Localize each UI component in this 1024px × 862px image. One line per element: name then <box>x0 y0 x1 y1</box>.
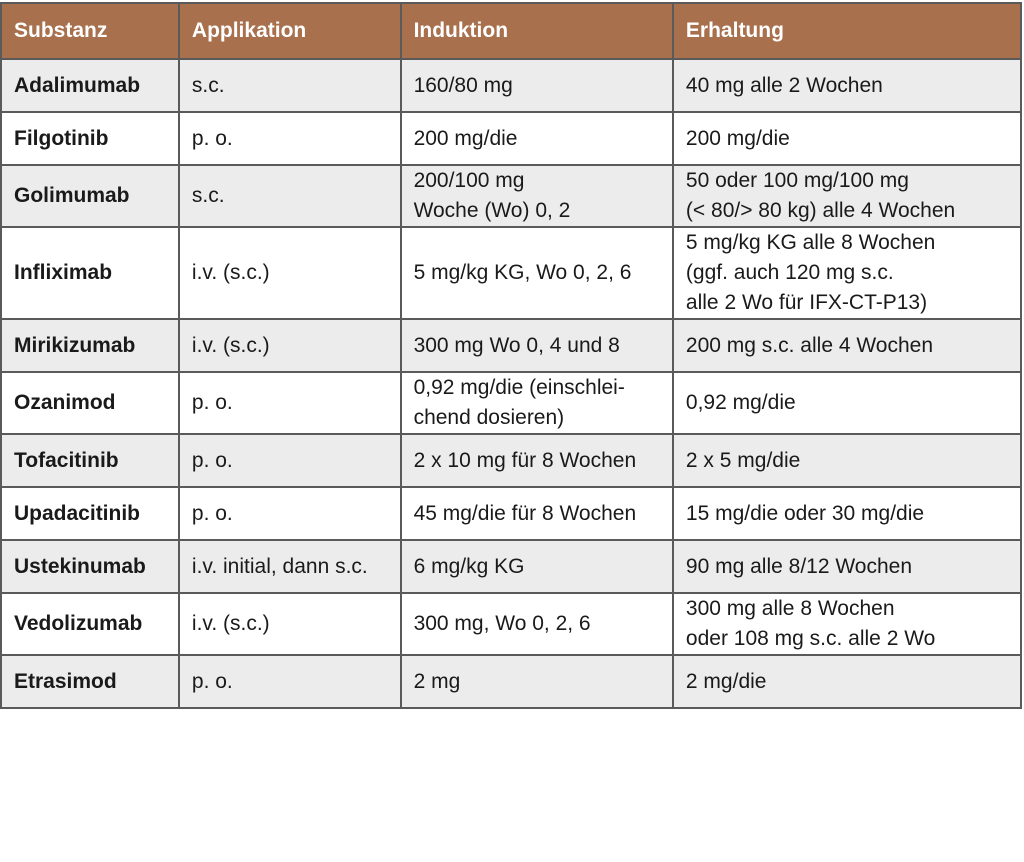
cell-substanz: Adalimumab <box>0 58 180 113</box>
erhaltung-line: 0,92 mg/die <box>685 391 796 414</box>
cell-erhaltung: 0,92 mg/die <box>671 371 1023 435</box>
cell-induktion: 200 mg/die <box>399 111 674 166</box>
cell-applikation: i.v. (s.c.) <box>177 592 402 656</box>
cell-induktion: 0,92 mg/die (einschlei-chend dosieren) <box>399 371 674 435</box>
cell-substanz: Etrasimod <box>0 654 180 709</box>
cell-applikation: p. o. <box>177 486 402 541</box>
header-induktion: Induktion <box>399 2 674 60</box>
table-row: Infliximab i.v. (s.c.) 5 mg/kg KG, Wo 0, 2… <box>0 226 1023 320</box>
erhaltung-line: 2 mg/die <box>685 669 767 693</box>
cell-erhaltung: 15 mg/die oder 30 mg/die <box>671 486 1023 541</box>
cell-applikation: i.v. (s.c.) <box>177 226 402 320</box>
induktion-line: 5 mg/kg KG, Wo 0, 2, 6 <box>413 261 632 284</box>
cell-erhaltung: 200 mg s.c. alle 4 Wochen <box>671 318 1023 373</box>
cell-substanz: Filgotinib <box>0 111 180 166</box>
cell-erhaltung: 40 mg alle 2 Wochen <box>671 58 1023 113</box>
table-row: Ustekinumab i.v. initial, dann s.c. 6 mg/k… <box>0 539 1023 594</box>
cell-induktion: 160/80 mg <box>399 58 674 113</box>
cell-substanz: Ozanimod <box>0 371 180 435</box>
erhaltung-line: 15 mg/die oder 30 mg/die <box>685 501 925 525</box>
header-applikation: Applikation <box>177 2 402 60</box>
erhaltung-line: oder 108 mg s.c. alle 2 Wo <box>685 627 936 650</box>
induktion-line: 300 mg, Wo 0, 2, 6 <box>413 612 591 635</box>
induktion-line: 6 mg/kg KG <box>413 554 525 578</box>
cell-erhaltung: 90 mg alle 8/12 Wochen <box>671 539 1023 594</box>
cell-substanz: Infliximab <box>0 226 180 320</box>
cell-induktion: 300 mg Wo 0, 4 und 8 <box>399 318 674 373</box>
cell-erhaltung: 5 mg/kg KG alle 8 Wochen (ggf. auch 120 m… <box>671 226 1023 320</box>
cell-applikation: p. o. <box>177 433 402 488</box>
induktion-line: 0,92 mg/die (einschlei- <box>413 376 625 399</box>
cell-substanz: Vedolizumab <box>0 592 180 656</box>
cell-induktion: 200/100 mg Woche (Wo) 0, 2 <box>399 164 674 228</box>
table-row: Upadacitinib p. o. 45 mg/die für 8 Wochen 1… <box>0 486 1023 541</box>
erhaltung-line: 90 mg alle 8/12 Wochen <box>685 554 913 578</box>
dosage-table: Substanz Applikation Induktion Erhaltung… <box>0 2 1023 709</box>
cell-induktion: 2 mg <box>399 654 674 709</box>
cell-induktion: 45 mg/die für 8 Wochen <box>399 486 674 541</box>
erhaltung-line: 200 mg s.c. alle 4 Wochen <box>685 333 933 357</box>
erhaltung-line: 200 mg/die <box>685 126 790 150</box>
cell-erhaltung: 200 mg/die <box>671 111 1023 166</box>
cell-induktion: 5 mg/kg KG, Wo 0, 2, 6 <box>399 226 674 320</box>
erhaltung-line: 50 oder 100 mg/100 mg <box>685 169 909 192</box>
header-substanz: Substanz <box>0 2 180 60</box>
header-erhaltung: Erhaltung <box>671 2 1023 60</box>
table-row: Vedolizumab i.v. (s.c.) 300 mg, Wo 0, 2, 6… <box>0 592 1023 656</box>
induktion-line: 45 mg/die für 8 Wochen <box>413 501 637 525</box>
cell-erhaltung: 50 oder 100 mg/100 mg (< 80/> 80 kg) alle… <box>671 164 1023 228</box>
erhaltung-line: 2 x 5 mg/die <box>685 448 801 472</box>
table-row: Golimumab s.c. 200/100 mg Woche (Wo) 0, 2 50… <box>0 164 1023 228</box>
cell-applikation: p. o. <box>177 371 402 435</box>
cell-applikation: s.c. <box>177 58 402 113</box>
table-row: Tofacitinib p. o. 2 x 10 mg für 8 Wochen 2 … <box>0 433 1023 488</box>
cell-induktion: 300 mg, Wo 0, 2, 6 <box>399 592 674 656</box>
table-row: Ozanimod p. o. 0,92 mg/die (einschlei-chen… <box>0 371 1023 435</box>
erhaltung-line: 40 mg alle 2 Wochen <box>685 73 883 97</box>
cell-applikation: p. o. <box>177 654 402 709</box>
cell-erhaltung: 2 x 5 mg/die <box>671 433 1023 488</box>
induktion-line: 2 mg <box>413 669 461 693</box>
cell-applikation: i.v. (s.c.) <box>177 318 402 373</box>
induktion-line: chend dosieren) <box>413 406 565 429</box>
cell-substanz: Tofacitinib <box>0 433 180 488</box>
cell-substanz: Mirikizumab <box>0 318 180 373</box>
erhaltung-line: alle 2 Wo für IFX-CT-P13) <box>685 291 928 314</box>
cell-induktion: 6 mg/kg KG <box>399 539 674 594</box>
cell-substanz: Golimumab <box>0 164 180 228</box>
cell-substanz: Ustekinumab <box>0 539 180 594</box>
cell-erhaltung: 300 mg alle 8 Wochen oder 108 mg s.c. all… <box>671 592 1023 656</box>
erhaltung-line: 5 mg/kg KG alle 8 Wochen <box>685 231 936 254</box>
induktion-line: 2 x 10 mg für 8 Wochen <box>413 448 637 472</box>
cell-substanz: Upadacitinib <box>0 486 180 541</box>
cell-erhaltung: 2 mg/die <box>671 654 1023 709</box>
cell-induktion: 2 x 10 mg für 8 Wochen <box>399 433 674 488</box>
induktion-line: Woche (Wo) 0, 2 <box>413 199 571 222</box>
induktion-line: 200/100 mg <box>413 169 525 192</box>
cell-applikation: s.c. <box>177 164 402 228</box>
induktion-line: 160/80 mg <box>413 73 513 97</box>
header-row: Substanz Applikation Induktion Erhaltung <box>0 2 1023 60</box>
cell-applikation: p. o. <box>177 111 402 166</box>
table-row: Mirikizumab i.v. (s.c.) 300 mg Wo 0, 4 und… <box>0 318 1023 373</box>
table-row: Etrasimod p. o. 2 mg 2 mg/die <box>0 654 1023 709</box>
erhaltung-line: (ggf. auch 120 mg s.c. <box>685 261 894 284</box>
table-row: Adalimumab s.c. 160/80 mg 40 mg alle 2 Woch… <box>0 58 1023 113</box>
erhaltung-line: 300 mg alle 8 Wochen <box>685 597 895 620</box>
cell-applikation: i.v. initial, dann s.c. <box>177 539 402 594</box>
table-row: Filgotinib p. o. 200 mg/die 200 mg/die <box>0 111 1023 166</box>
induktion-line: 200 mg/die <box>413 126 518 150</box>
induktion-line: 300 mg Wo 0, 4 und 8 <box>413 333 620 357</box>
erhaltung-line: (< 80/> 80 kg) alle 4 Wochen <box>685 199 956 222</box>
